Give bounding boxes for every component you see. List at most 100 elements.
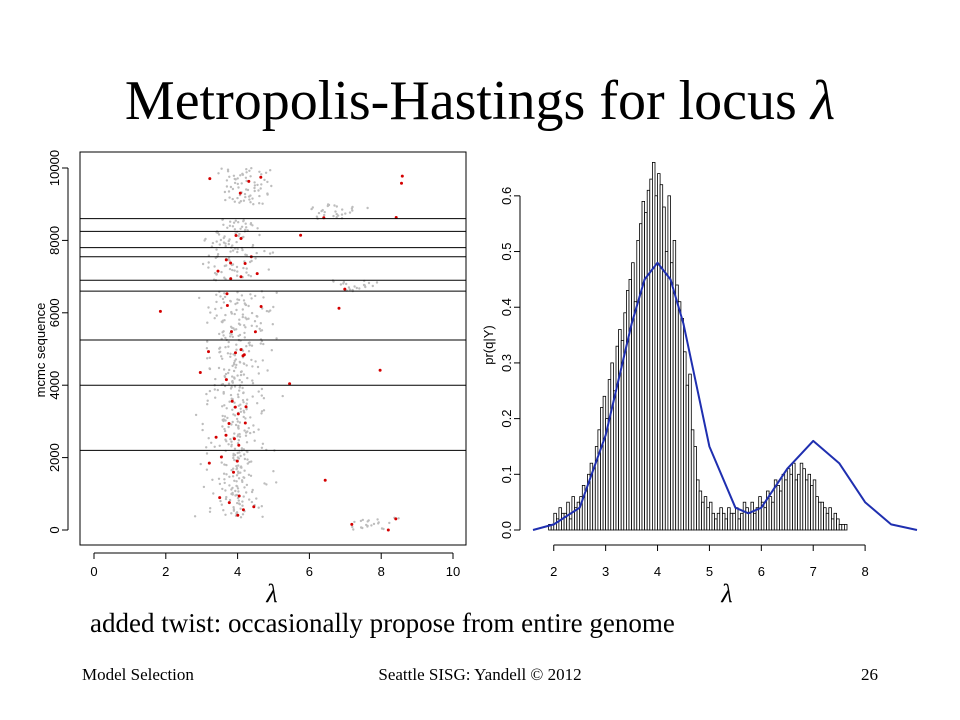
trace-x-tick-label: 0 bbox=[90, 564, 97, 579]
hist-y-tick-label: 0.1 bbox=[499, 465, 514, 483]
trace-x-axis-label: λ bbox=[265, 579, 277, 608]
proposal-point bbox=[216, 388, 219, 392]
proposal-point bbox=[233, 312, 236, 316]
proposal-point bbox=[257, 390, 260, 393]
proposal-point bbox=[233, 181, 237, 185]
proposal-point bbox=[227, 258, 230, 261]
hist-y-axis-label: pr(q|Y) bbox=[481, 325, 496, 365]
proposal-point bbox=[214, 396, 217, 399]
accepted-point bbox=[238, 191, 242, 195]
proposal-point bbox=[250, 490, 254, 494]
proposal-point bbox=[233, 228, 237, 231]
proposal-point bbox=[233, 401, 236, 404]
proposal-point bbox=[221, 297, 225, 301]
proposal-point bbox=[377, 521, 380, 524]
proposal-point bbox=[388, 521, 391, 525]
proposal-point bbox=[233, 479, 236, 482]
proposal-point bbox=[341, 208, 344, 211]
proposal-point bbox=[228, 484, 231, 487]
proposal-point bbox=[228, 175, 231, 178]
proposal-point bbox=[223, 463, 226, 466]
proposal-point bbox=[202, 485, 206, 489]
proposal-point bbox=[231, 335, 234, 339]
proposal-point bbox=[241, 313, 245, 316]
proposal-point bbox=[361, 518, 364, 522]
proposal-point bbox=[213, 271, 217, 275]
proposal-point bbox=[241, 500, 244, 503]
proposal-point bbox=[235, 265, 239, 269]
proposal-point bbox=[332, 214, 335, 218]
trace-x-tick-label: 4 bbox=[234, 564, 241, 579]
proposal-point bbox=[235, 274, 239, 277]
proposal-point bbox=[220, 167, 223, 170]
proposal-point bbox=[243, 486, 246, 489]
proposal-point bbox=[219, 295, 222, 298]
proposal-point bbox=[247, 317, 250, 320]
proposal-point bbox=[221, 425, 224, 428]
proposal-point bbox=[224, 313, 227, 317]
proposal-point bbox=[221, 357, 224, 360]
accepted-point bbox=[224, 258, 228, 262]
proposal-point bbox=[239, 471, 242, 474]
proposal-point bbox=[263, 482, 266, 485]
accepted-point bbox=[247, 179, 251, 183]
accepted-point bbox=[259, 175, 263, 179]
proposal-point bbox=[251, 382, 255, 385]
proposal-point bbox=[243, 331, 246, 335]
accepted-point bbox=[218, 496, 222, 500]
hist-x-tick-label: 7 bbox=[810, 564, 817, 579]
accepted-point bbox=[252, 505, 256, 509]
proposal-point bbox=[229, 352, 232, 355]
proposal-point bbox=[228, 368, 231, 372]
proposal-point bbox=[265, 483, 268, 486]
accepted-point bbox=[394, 517, 398, 521]
proposal-point bbox=[215, 293, 218, 296]
proposal-point bbox=[215, 314, 218, 317]
proposal-point bbox=[205, 446, 208, 449]
proposal-point bbox=[344, 212, 347, 215]
accepted-point bbox=[378, 368, 382, 372]
accepted-point bbox=[233, 405, 237, 409]
proposal-point bbox=[247, 426, 250, 430]
trace-y-axis-label: mcmc sequence bbox=[33, 303, 48, 398]
proposal-point bbox=[221, 487, 224, 491]
trace-y-tick-label: 0 bbox=[47, 526, 62, 533]
proposal-point bbox=[365, 523, 368, 527]
proposal-point bbox=[259, 187, 262, 190]
proposal-point bbox=[219, 499, 222, 503]
accepted-point bbox=[239, 275, 243, 279]
proposal-point bbox=[244, 434, 248, 437]
accepted-point bbox=[241, 508, 245, 512]
proposal-point bbox=[255, 314, 258, 318]
proposal-point bbox=[254, 360, 257, 363]
proposal-point bbox=[234, 232, 237, 235]
proposal-point bbox=[239, 227, 242, 230]
proposal-point bbox=[348, 288, 352, 291]
proposal-point bbox=[323, 213, 326, 217]
proposal-point bbox=[206, 403, 209, 406]
accepted-point bbox=[237, 494, 241, 498]
proposal-point bbox=[311, 206, 314, 209]
proposal-point bbox=[225, 264, 228, 267]
accepted-point bbox=[158, 309, 162, 313]
proposal-point bbox=[252, 424, 255, 427]
proposal-point bbox=[228, 224, 232, 227]
proposal-point bbox=[209, 311, 212, 314]
proposal-point bbox=[237, 186, 240, 189]
histogram-bars bbox=[548, 161, 848, 531]
proposal-point bbox=[222, 241, 226, 244]
proposal-point bbox=[226, 226, 229, 229]
proposal-point bbox=[211, 241, 215, 245]
proposal-point bbox=[241, 504, 244, 507]
proposal-point bbox=[233, 177, 236, 181]
proposal-point bbox=[208, 356, 211, 359]
proposal-point bbox=[235, 484, 238, 488]
proposal-point bbox=[201, 262, 205, 266]
proposal-point bbox=[244, 222, 247, 225]
proposal-point bbox=[229, 185, 233, 189]
proposal-point bbox=[238, 333, 242, 337]
footer-left: Model Selection bbox=[82, 665, 194, 684]
proposal-point bbox=[211, 478, 214, 481]
proposal-point bbox=[231, 364, 234, 368]
proposal-point bbox=[326, 203, 330, 206]
